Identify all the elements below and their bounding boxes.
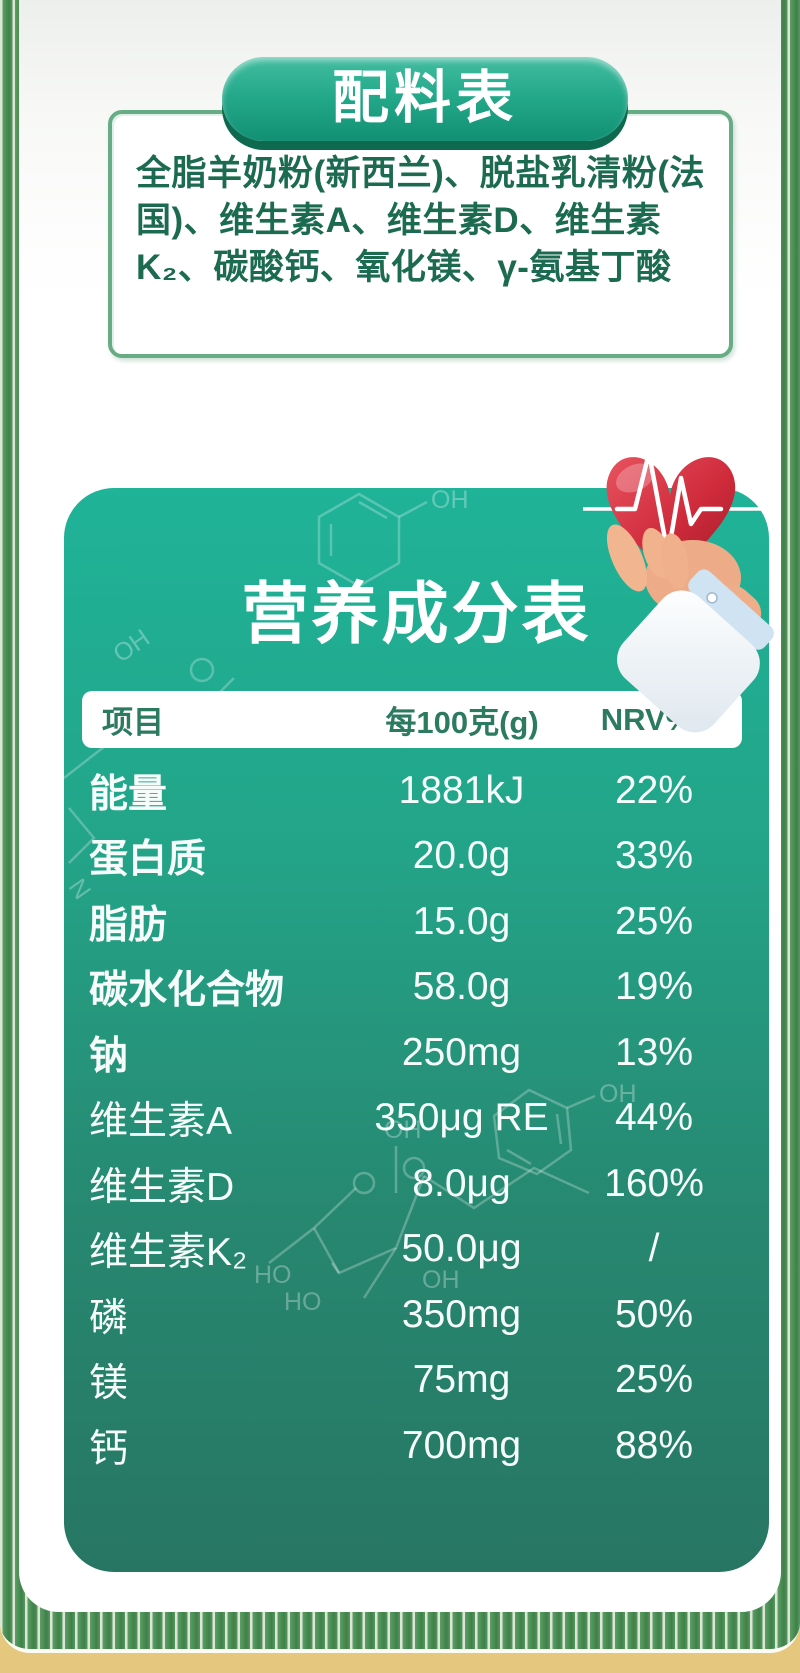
table-row: 维生素K₂ 50.0μg / (64, 1217, 769, 1283)
nutrient-amount: 20.0g (412, 834, 511, 878)
nutrient-nrv: 33% (614, 834, 694, 878)
nutrient-nrv: 160% (604, 1161, 704, 1205)
nutrient-amount: 350mg (401, 1292, 522, 1336)
nutrient-name: 能量 (89, 772, 168, 816)
table-row: 能量 1881kJ 22% (64, 758, 769, 824)
nutrient-nrv: 13% (614, 1030, 694, 1074)
ingredients-badge: 配料表 (222, 57, 628, 141)
nutrient-nrv: 44% (614, 1096, 694, 1140)
nutrient-amount: 8.0μg (412, 1161, 511, 1205)
content-panel: 全脂羊奶粉(新西兰)、脱盐乳清粉(法国)、维生素A、维生素D、维生素K₂、碳酸钙… (19, 0, 781, 1612)
table-row: 维生素D 8.0μg 160% (64, 1151, 769, 1217)
nutrient-amount: 58.0g (412, 965, 511, 1009)
nutrition-table-header: 项目 每100克(g) NRV% (82, 691, 742, 748)
nutrient-name: 钙 (89, 1427, 129, 1471)
nutrition-title: 营养成分表 (241, 577, 592, 652)
nutrient-amount: 1881kJ (398, 768, 525, 812)
table-row: 维生素A 350μg RE 44% (64, 1086, 769, 1152)
nutrient-amount: 350μg RE (374, 1096, 549, 1140)
nutrient-name: 镁 (89, 1362, 129, 1406)
table-row: 蛋白质 20.0g 33% (64, 824, 769, 890)
svg-text:OH: OH (431, 488, 469, 514)
nutrient-amount: 75mg (412, 1358, 511, 1402)
nutrient-name: 维生素A (89, 1100, 233, 1144)
nutrient-nrv: / (648, 1227, 660, 1271)
nutrient-name: 蛋白质 (89, 838, 207, 882)
ingredients-badge-label: 配料表 (332, 66, 518, 130)
nutrient-nrv: 22% (614, 768, 694, 812)
table-row: 碳水化合物 58.0g 19% (64, 955, 769, 1021)
nutrition-table-body: 能量 1881kJ 22% 蛋白质 20.0g 33% 脂肪 15.0g 25%… (64, 758, 769, 1479)
ingredients-box: 全脂羊奶粉(新西兰)、脱盐乳清粉(法国)、维生素A、维生素D、维生素K₂、碳酸钙… (108, 110, 733, 358)
nutrient-name: 碳水化合物 (89, 969, 285, 1013)
nutrient-amount: 50.0μg (401, 1227, 522, 1271)
table-row: 钙 700mg 88% (64, 1413, 769, 1479)
col-header-per100g: 每100克(g) (385, 705, 539, 740)
nutrient-name: 钠 (89, 1034, 129, 1078)
nutrient-nrv: 19% (614, 965, 694, 1009)
nutrient-name: 脂肪 (89, 903, 168, 947)
table-row: 镁 75mg 25% (64, 1348, 769, 1414)
col-header-item: 项目 (102, 705, 164, 740)
ingredients-text: 全脂羊奶粉(新西兰)、脱盐乳清粉(法国)、维生素A、维生素D、维生素K₂、碳酸钙… (136, 154, 705, 287)
table-row: 磷 350mg 50% (64, 1282, 769, 1348)
table-row: 脂肪 15.0g 25% (64, 889, 769, 955)
nutrient-name: 磷 (89, 1296, 129, 1340)
nutrient-nrv: 25% (614, 899, 694, 943)
heart-hand-illustration (583, 450, 774, 733)
nutrient-name: 维生素K₂ (89, 1231, 248, 1275)
nutrient-nrv: 88% (614, 1423, 694, 1467)
nutrition-card: OH OH N OH HO HO OH (64, 450, 774, 1572)
nutrient-amount: 250mg (401, 1030, 522, 1074)
nutrient-name: 维生素D (89, 1165, 235, 1209)
table-row: 钠 250mg 13% (64, 1020, 769, 1086)
nutrient-nrv: 25% (614, 1358, 694, 1402)
nutrient-amount: 700mg (401, 1423, 522, 1467)
nutrient-nrv: 50% (614, 1292, 694, 1336)
nutrient-amount: 15.0g (412, 899, 511, 943)
